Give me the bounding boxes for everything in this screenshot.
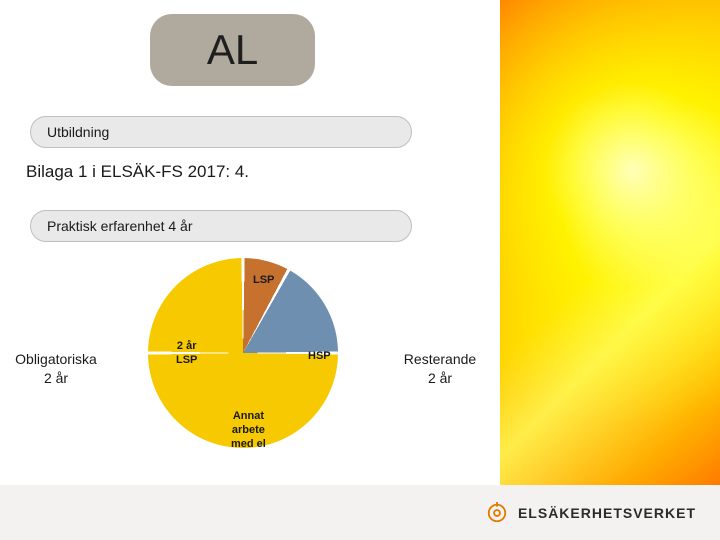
- slide: AL Utbildning Bilaga 1 i ELSÄK-FS 2017: …: [0, 0, 720, 540]
- pill-utbildning: Utbildning: [30, 116, 412, 148]
- footer-bar: ELSÄKERHETSVERKET: [0, 485, 720, 540]
- pill-praktisk-label: Praktisk erfarenhet 4 år: [47, 218, 193, 234]
- decorative-lightbulb-image: [500, 0, 720, 485]
- pie-label-annat-line2: arbete: [231, 424, 266, 438]
- caption-resterande-line1: Resterande: [395, 350, 485, 369]
- bilaga-line: Bilaga 1 i ELSÄK-FS 2017: 4.: [26, 162, 249, 182]
- caption-obligatoriska: Obligatoriska 2 år: [6, 350, 106, 388]
- pie-label-annat: Annat arbete med el: [231, 410, 266, 451]
- caption-obligatoriska-line2: 2 år: [6, 369, 106, 388]
- brand-icon: [486, 502, 508, 524]
- caption-resterande-line2: 2 år: [395, 369, 485, 388]
- pie-label-annat-line1: Annat: [231, 410, 266, 424]
- pie-chart: LSP 2 år LSP HSP Annat arbete med el: [118, 258, 363, 468]
- caption-resterande: Resterande 2 år: [395, 350, 485, 388]
- pie-label-inner-line2: LSP: [176, 354, 197, 368]
- header-badge-text: AL: [207, 26, 258, 74]
- pie-label-inner: 2 år LSP: [176, 340, 197, 368]
- caption-obligatoriska-line1: Obligatoriska: [6, 350, 106, 369]
- brand: ELSÄKERHETSVERKET: [486, 502, 696, 524]
- pill-praktisk: Praktisk erfarenhet 4 år: [30, 210, 412, 242]
- header-badge: AL: [150, 14, 315, 86]
- pie-label-hsp: HSP: [308, 350, 331, 364]
- brand-text: ELSÄKERHETSVERKET: [518, 505, 696, 521]
- pill-utbildning-label: Utbildning: [47, 124, 109, 140]
- pie-label-annat-line3: med el: [231, 438, 266, 452]
- pie-label-inner-line1: 2 år: [176, 340, 197, 354]
- pie-label-lsp: LSP: [253, 274, 274, 288]
